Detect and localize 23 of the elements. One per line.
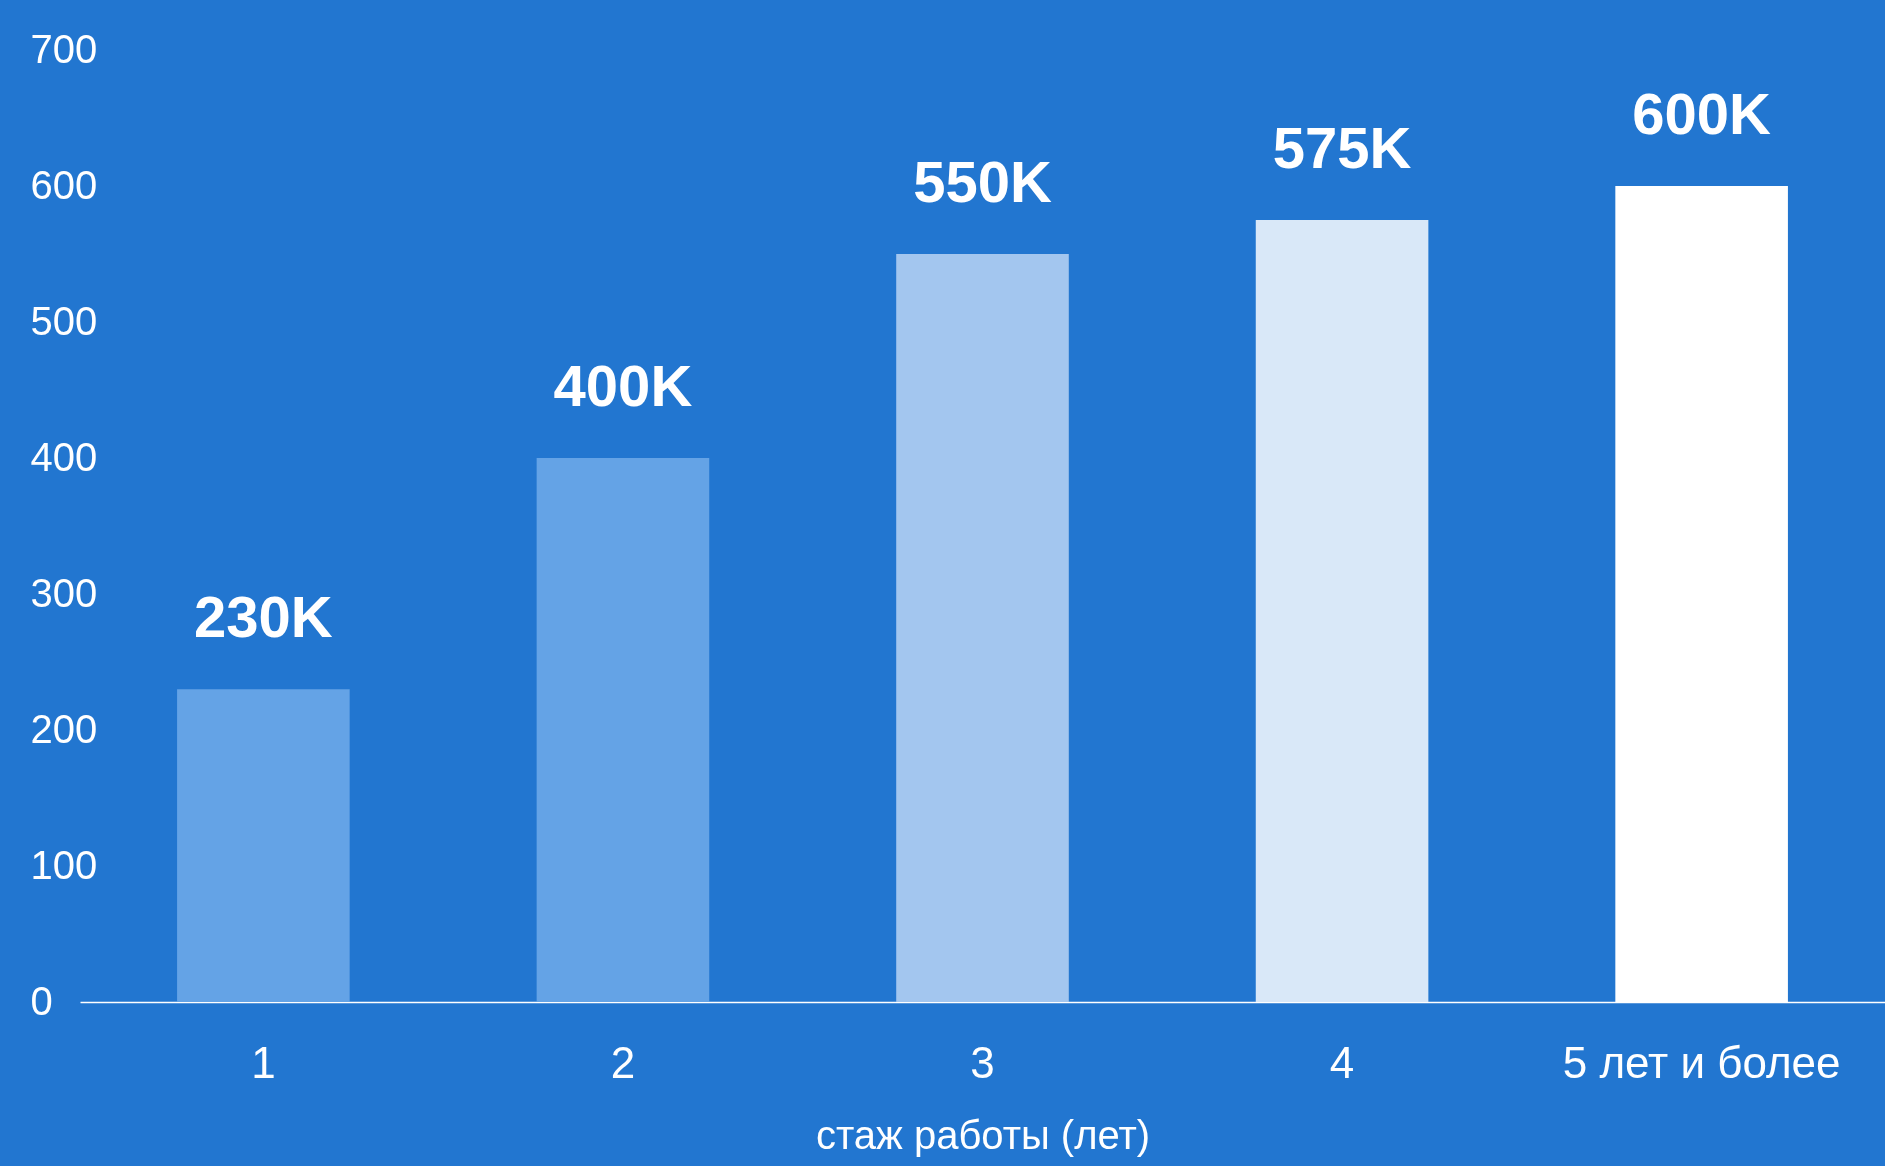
bar	[177, 689, 350, 1002]
data-label: 230K	[194, 584, 333, 650]
bar	[896, 254, 1069, 1002]
y-tick-label: 200	[30, 706, 98, 751]
y-tick-label: 700	[30, 26, 98, 71]
data-label: 600K	[1632, 81, 1772, 146]
y-tick-label: 0	[30, 978, 53, 1023]
x-tick-label: 1	[251, 1037, 276, 1087]
x-axis-title: стаж работы (лет)	[815, 1112, 1151, 1157]
x-tick-label: 2	[610, 1037, 636, 1087]
y-tick-label: 300	[30, 570, 98, 615]
bar	[536, 458, 710, 1002]
bar	[1255, 220, 1429, 1002]
data-label: 550K	[913, 149, 1052, 214]
x-tick-label: 4	[1329, 1037, 1355, 1087]
y-tick-label: 100	[30, 842, 98, 887]
data-label: 400K	[553, 353, 693, 418]
x-tick-label: 3	[970, 1037, 995, 1087]
y-tick-label: 400	[30, 434, 98, 479]
y-tick-label: 600	[30, 162, 98, 207]
data-label: 575K	[1272, 115, 1412, 180]
y-tick-label: 500	[30, 298, 98, 343]
x-tick-label: 5 лет и более	[1562, 1037, 1841, 1087]
